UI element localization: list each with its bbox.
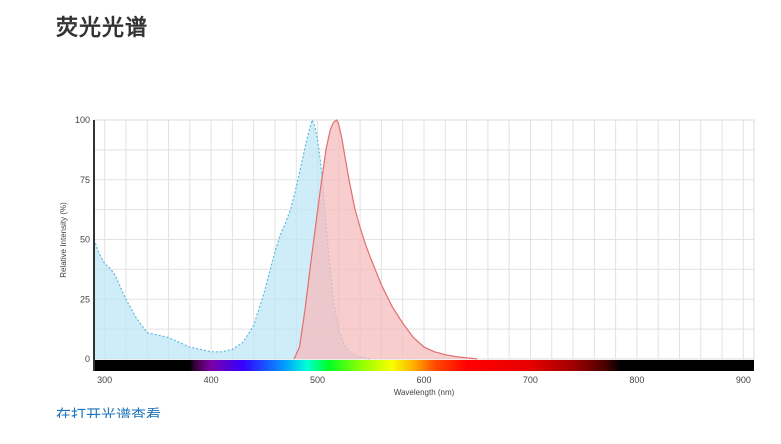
spectrum-viewer-link[interactable]: 在打开光谱查看 (56, 407, 162, 418)
emission-curve (293, 119, 478, 360)
x-tick-label: 900 (736, 375, 751, 385)
series-layer (93, 118, 478, 360)
y-tick-label: 75 (80, 175, 90, 185)
spectrum-bar (94, 360, 754, 371)
page-title: 荧光光谱 (56, 15, 149, 40)
x-tick-label: 800 (629, 375, 644, 385)
y-tick-label: 100 (75, 115, 90, 125)
y-tick-label: 25 (80, 294, 90, 304)
x-axis-label: Wavelength (nm) (394, 388, 455, 397)
x-tick-label: 700 (523, 375, 538, 385)
x-tick-label: 300 (97, 375, 112, 385)
excitation-area (94, 120, 371, 359)
x-tick-label: 600 (416, 375, 431, 385)
y-tick-label: 50 (80, 235, 90, 245)
x-tick-label: 400 (204, 375, 219, 385)
y-tick-label: 0 (85, 354, 90, 364)
emission-area (294, 120, 478, 359)
grid-layer (93, 119, 755, 360)
y-axis-label: Relative Intensity (%) (59, 202, 68, 278)
tick-layer: 300 400 500 600 700 800 900 0 25 50 75 100 (75, 115, 751, 385)
x-tick-label: 500 (310, 375, 325, 385)
